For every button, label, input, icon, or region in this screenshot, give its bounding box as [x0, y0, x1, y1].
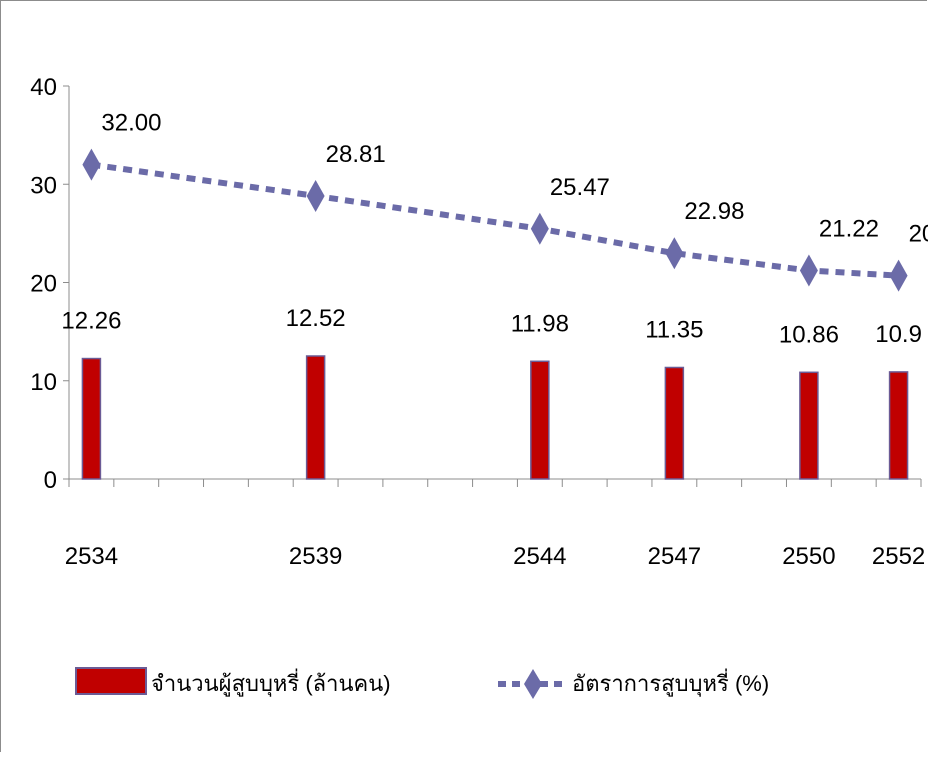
axes: 0 10 20 30 40 2534 2539 2544 2547 2550 2552 — [30, 74, 925, 570]
legend-bar-swatch — [75, 667, 147, 695]
rate-value-label: 28.81 — [326, 141, 386, 168]
y-tick-label: 40 — [30, 74, 57, 101]
bar-value-label: 11.98 — [511, 310, 569, 337]
rate-value-label: 21.22 — [819, 216, 879, 243]
bar-2544 — [530, 360, 550, 480]
legend-diamond-marker — [524, 669, 542, 699]
y-tick-label: 20 — [30, 271, 57, 298]
x-tick-label: 2534 — [65, 543, 118, 570]
bar-value-label: 10.9 — [875, 321, 922, 348]
x-tick-label: 2552 — [872, 543, 925, 570]
bar-value-label: 10.86 — [779, 321, 839, 348]
data-labels: 12.26 12.52 11.98 11.35 10.86 10.9 32.00 28.81 2… — [61, 110, 929, 349]
legend-label-smokers-count: จำนวนผู้สูบบุหรี่ (ล้านคน) — [151, 668, 391, 697]
rate-marker-2550 — [799, 254, 818, 287]
rate-marker-2547 — [665, 237, 684, 270]
x-tick-label: 2550 — [782, 543, 835, 570]
x-tick-label: 2544 — [513, 543, 566, 570]
bar-value-label: 11.35 — [645, 316, 703, 343]
rate-marker-2534 — [82, 148, 101, 181]
rate-marker-2539 — [306, 179, 325, 212]
bar-value-label: 12.52 — [286, 305, 346, 332]
y-tick-label: 0 — [44, 467, 57, 494]
bar-2539 — [305, 355, 326, 480]
smoking-rate-line — [91, 161, 899, 279]
x-tick-label: 2547 — [648, 543, 701, 570]
legend: จำนวนผู้สูบบุหรี่ (ล้านคน) อัตราการสูบบุ… — [75, 667, 769, 699]
rate-value-label: 25.47 — [550, 174, 610, 201]
x-tick-label: 2539 — [289, 543, 342, 570]
line-series-smoking-rate — [82, 148, 908, 292]
rate-value-label: 22.98 — [684, 198, 744, 225]
bar-series-smokers-count — [81, 355, 909, 480]
y-tick-label: 10 — [30, 369, 57, 396]
bar-2550 — [799, 371, 819, 480]
bar-value-label: 12.26 — [61, 308, 121, 335]
rate-marker-2544 — [530, 212, 549, 245]
bar-2547 — [664, 366, 685, 480]
legend-label-smoking-rate: อัตราการสูบบุหรี่ (%) — [572, 668, 769, 697]
bar-2534 — [81, 357, 102, 480]
rate-value-label: 32.00 — [101, 110, 161, 137]
y-tick-label: 30 — [30, 172, 57, 199]
bar-2552 — [888, 371, 909, 480]
rate-marker-2552 — [889, 259, 908, 292]
rate-value-label: 20.70 — [909, 221, 928, 248]
